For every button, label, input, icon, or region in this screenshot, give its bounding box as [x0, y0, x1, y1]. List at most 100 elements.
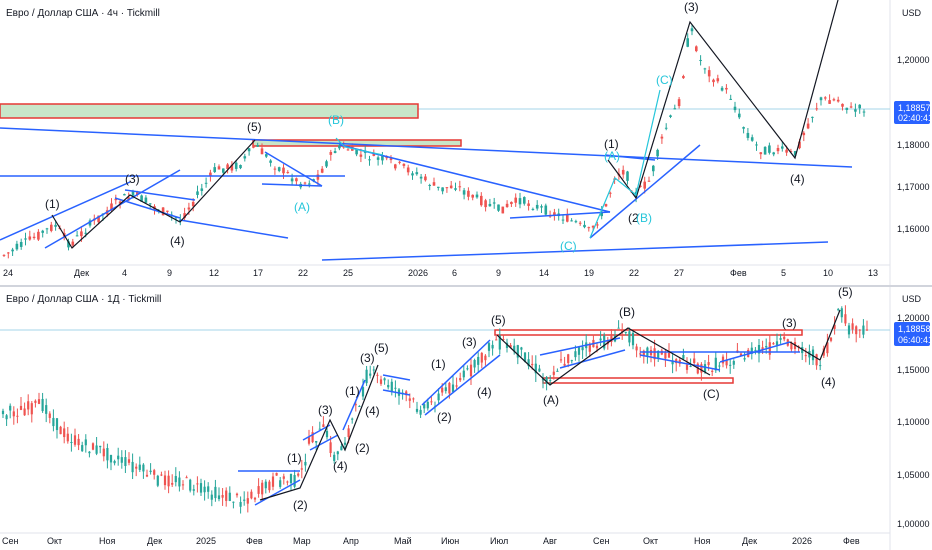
candle [441, 187, 444, 192]
candle [340, 446, 343, 451]
channel-line [0, 181, 131, 241]
candle [523, 352, 527, 362]
chart-panel-1d[interactable] [0, 285, 932, 534]
candle [628, 331, 631, 343]
candle [19, 405, 23, 410]
candle [48, 413, 51, 418]
candle [621, 329, 624, 333]
countdown-4h: 02:40:41 [898, 113, 932, 123]
chart-panel-4h[interactable] [0, 0, 891, 550]
candle [166, 210, 169, 212]
candle [426, 401, 429, 409]
candle [316, 174, 320, 180]
candle [77, 438, 80, 446]
wave-label: (2 [628, 211, 639, 225]
channel-line [559, 349, 626, 369]
candle [720, 87, 724, 91]
x-tick-label: 27 [674, 268, 684, 278]
candle [775, 341, 779, 346]
candle [7, 252, 10, 254]
candle [167, 475, 170, 487]
candle [635, 346, 638, 351]
resistance-zone [494, 329, 803, 336]
candle [721, 356, 725, 364]
x-tick-label: 2026 [792, 536, 812, 546]
candle [41, 398, 44, 412]
candle [279, 480, 282, 487]
candle [45, 228, 49, 230]
channel-line [254, 479, 301, 506]
candle [801, 347, 804, 354]
candle [185, 477, 188, 479]
candle [127, 459, 131, 463]
x-tick-label: Авг [543, 536, 558, 546]
candle [217, 166, 221, 170]
wave-path [259, 364, 379, 501]
candle [718, 365, 721, 367]
wave-label: (C) [656, 73, 673, 87]
candle [467, 190, 470, 197]
candle [432, 182, 436, 186]
candle [549, 380, 552, 382]
currency-label-1d: USD [902, 294, 922, 304]
candle [329, 442, 332, 454]
candle [643, 181, 646, 189]
candle [221, 495, 224, 498]
candle [444, 387, 447, 392]
wave-label: (B) [636, 211, 652, 225]
candle [282, 167, 285, 174]
candle [639, 353, 642, 355]
candle [52, 417, 55, 427]
candle [819, 365, 822, 367]
candle [304, 461, 307, 466]
candle [712, 79, 715, 83]
candle [583, 224, 586, 228]
candle [84, 232, 87, 234]
candle [570, 360, 573, 362]
candle [23, 408, 26, 416]
candle [581, 347, 584, 351]
candle [703, 364, 707, 373]
candle [685, 364, 689, 370]
candle [163, 475, 167, 486]
candle [383, 378, 386, 381]
candle [845, 107, 849, 110]
candle [600, 211, 603, 217]
x-tick-label: Апр [343, 536, 359, 546]
candle [716, 78, 720, 82]
x-tick-label: 2026 [408, 268, 428, 278]
candle [412, 398, 415, 400]
candle [84, 439, 87, 446]
candle [181, 484, 185, 486]
channel-line [339, 144, 611, 213]
candle [854, 109, 857, 112]
candle [34, 400, 37, 403]
candle [235, 493, 239, 496]
candle [124, 457, 127, 467]
candle [354, 404, 357, 406]
candle [844, 314, 847, 324]
candle [97, 215, 100, 223]
candle [189, 479, 192, 491]
x-tick-label: 13 [868, 268, 878, 278]
candle [699, 59, 702, 61]
chart-title-4h: Евро / Доллар США · 4ч · Tickmill [6, 8, 160, 19]
candle [315, 440, 318, 443]
candle [271, 476, 275, 487]
last-price-badge-1d [894, 322, 930, 346]
candle [351, 418, 354, 420]
candle [325, 430, 329, 438]
candle [495, 339, 498, 341]
support-zone [542, 377, 734, 384]
candle [832, 99, 836, 101]
candle [376, 374, 379, 376]
candle [333, 454, 336, 461]
candle [275, 472, 278, 476]
candle [295, 178, 298, 182]
x-tick-label: Окт [47, 536, 62, 546]
candle [837, 309, 840, 311]
candle [841, 103, 844, 107]
candle [243, 499, 246, 501]
candle [707, 70, 711, 77]
